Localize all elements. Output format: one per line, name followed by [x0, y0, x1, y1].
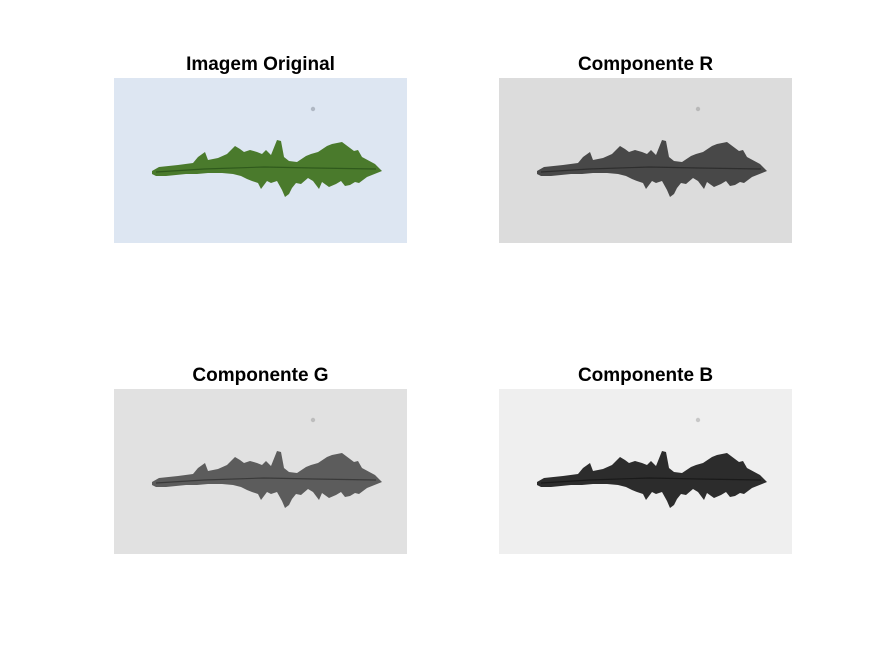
leaf-shape — [152, 140, 382, 197]
image-component-g-leaf — [114, 389, 407, 554]
panel-title-g: Componente G — [192, 365, 329, 386]
image-component-r-leaf — [499, 78, 792, 243]
image-original-leaf — [114, 78, 407, 243]
image-component-b-leaf — [499, 389, 792, 554]
panel-title-original: Imagem Original — [186, 54, 335, 75]
leaf-midrib — [540, 477, 762, 484]
leaf-shape — [537, 140, 767, 197]
leaf-midrib — [540, 166, 762, 173]
leaf-shape — [152, 451, 382, 508]
panel-title-r: Componente R — [577, 54, 714, 75]
leaf-midrib — [155, 477, 377, 484]
leaf-midrib — [155, 166, 377, 173]
panel-title-b: Componente B — [577, 365, 714, 386]
leaf-shape — [537, 451, 767, 508]
